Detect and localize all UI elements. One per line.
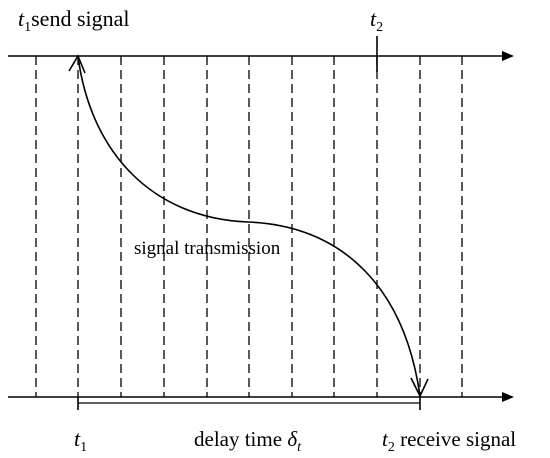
curve-start-arrowhead [68, 54, 86, 74]
signal-transmission-label: signal transmission [134, 238, 281, 259]
signal-transmission-curve [77, 55, 421, 397]
t1-bottom-label: t1 [74, 426, 87, 455]
t2-top-label: t2 [370, 6, 383, 35]
t1-send-signal-label: t1send signal [18, 6, 130, 35]
curve-end-arrowhead [410, 377, 429, 398]
time-slot-lines [35, 56, 463, 397]
t2-receive-signal-label: t2 receive signal [382, 427, 516, 455]
delay-time-label: delay time δt [194, 427, 302, 455]
